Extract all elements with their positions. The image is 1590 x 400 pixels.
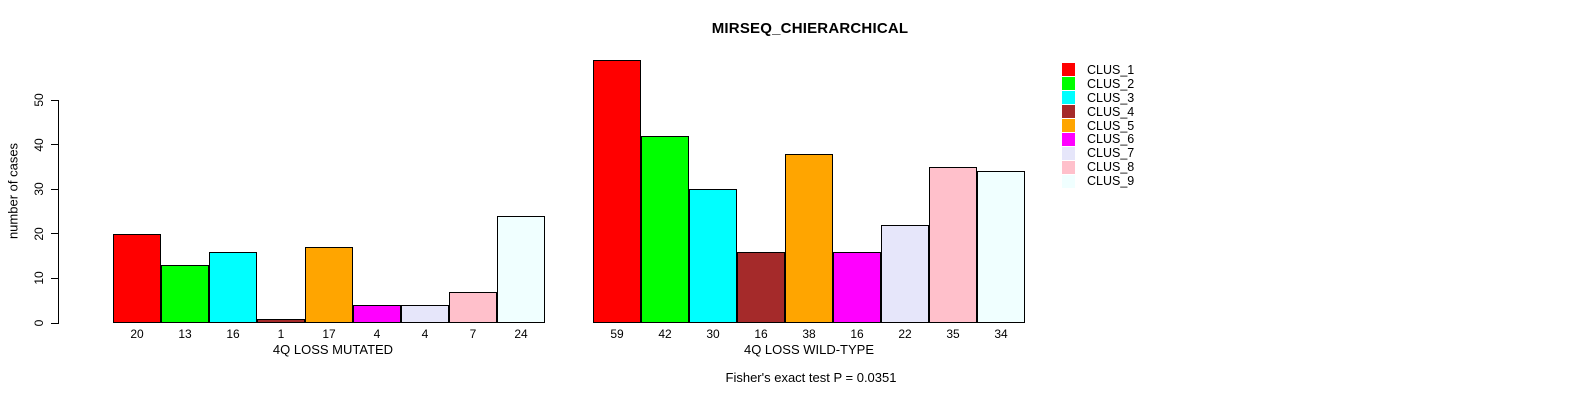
legend-item-clus-8: CLUS_8 [1062, 160, 1134, 174]
bar-clus-5-group1 [305, 247, 353, 323]
legend-label-clus-9: CLUS_9 [1087, 174, 1135, 189]
bar-clus-5-group2 [785, 153, 833, 323]
legend-swatch-clus-4 [1062, 105, 1075, 119]
legend-item-clus-2: CLUS_2 [1062, 77, 1134, 91]
bar-value-label: 24 [514, 327, 528, 341]
y-axis-tick [51, 99, 59, 101]
bar-value-label: 30 [706, 327, 720, 341]
y-axis-tick [51, 144, 59, 146]
bar-value-label: 38 [802, 327, 816, 341]
bar-value-label: 34 [994, 327, 1008, 341]
legend-item-clus-9: CLUS_9 [1062, 174, 1134, 188]
bar-group-wildtype [593, 60, 1026, 323]
bar-value-label: 59 [610, 327, 624, 341]
y-axis-tick-label: 10 [32, 271, 46, 286]
y-axis-tick [51, 188, 59, 190]
bar-clus-4-group1 [257, 318, 305, 323]
bar-clus-2-group1 [161, 265, 209, 323]
legend-item-clus-4: CLUS_4 [1062, 105, 1134, 119]
legend-swatch-clus-8 [1062, 160, 1075, 174]
bar-clus-9-group1 [497, 216, 545, 323]
legend-label-clus-8: CLUS_8 [1087, 160, 1135, 175]
bar-clus-4-group2 [737, 251, 785, 323]
bar-value-label: 16 [754, 327, 768, 341]
y-axis-tick [51, 277, 59, 279]
legend-label-clus-3: CLUS_3 [1087, 90, 1135, 105]
legend-label-clus-2: CLUS_2 [1087, 76, 1135, 91]
legend-label-clus-5: CLUS_5 [1087, 118, 1135, 133]
legend-swatch-clus-2 [1062, 77, 1075, 91]
legend-swatch-clus-5 [1062, 119, 1075, 132]
bar-clus-6-group2 [833, 251, 881, 323]
y-axis-tick-label: 0 [32, 319, 46, 327]
bar-group-mutated [113, 60, 546, 323]
bar-value-label: 16 [226, 327, 240, 341]
bar-clus-8-group2 [929, 166, 977, 323]
chart-title: MIRSEQ_CHIERARCHICAL [711, 20, 909, 37]
bar-clus-2-group2 [641, 135, 689, 323]
fisher-test-annotation: Fisher's exact test P = 0.0351 [725, 370, 897, 385]
bar-clus-9-group2 [977, 171, 1025, 323]
x-axis-title-mutated: 4Q LOSS MUTATED [272, 342, 394, 357]
y-axis-tick [51, 322, 59, 324]
bar-value-label: 35 [946, 327, 960, 341]
bar-clus-7-group2 [881, 224, 929, 323]
legend-item-clus-6: CLUS_6 [1062, 132, 1134, 146]
legend-swatch-clus-9 [1062, 174, 1075, 188]
legend-label-clus-7: CLUS_7 [1087, 146, 1135, 161]
bar-value-label: 42 [658, 327, 672, 341]
bar-clus-3-group1 [209, 251, 257, 323]
legend-swatch-clus-6 [1062, 132, 1075, 146]
bar-value-label: 22 [898, 327, 912, 341]
legend-swatch-clus-1 [1062, 63, 1075, 77]
legend-item-clus-1: CLUS_1 [1062, 63, 1134, 77]
y-axis-line [58, 100, 59, 323]
y-axis-tick-label: 40 [32, 138, 46, 152]
y-axis-tick-label: 30 [32, 182, 46, 196]
bar-value-label: 16 [850, 327, 864, 341]
bar-clus-1-group1 [113, 233, 161, 323]
legend-swatch-clus-7 [1062, 146, 1075, 160]
bar-value-labels-mutated: 20 13 16 1 17 4 4 7 24 [113, 328, 545, 340]
bar-value-label: 13 [178, 327, 192, 341]
y-axis-tick-label: 20 [32, 227, 46, 241]
legend: CLUS_1 CLUS_2 CLUS_3 CLUS_4 CLUS_5 CLUS_6 CLUS… [1062, 63, 1134, 188]
bar-value-label: 4 [373, 327, 381, 341]
legend-label-clus-6: CLUS_6 [1087, 132, 1135, 147]
x-axis-title-wildtype: 4Q LOSS WILD-TYPE [743, 342, 875, 357]
bar-value-label: 7 [469, 327, 477, 341]
legend-label-clus-1: CLUS_1 [1087, 62, 1135, 77]
legend-item-clus-7: CLUS_7 [1062, 146, 1134, 160]
bar-value-label: 1 [277, 327, 285, 341]
y-axis-tick-label: 50 [32, 93, 46, 107]
legend-label-clus-4: CLUS_4 [1087, 104, 1135, 119]
bar-clus-7-group1 [401, 305, 449, 323]
legend-item-clus-3: CLUS_3 [1062, 91, 1134, 105]
legend-item-clus-5: CLUS_5 [1062, 119, 1134, 133]
y-axis-tick [51, 233, 59, 235]
bar-clus-3-group2 [689, 189, 737, 323]
bar-value-labels-wildtype: 59 42 30 16 38 16 22 35 34 [593, 328, 1025, 340]
bar-clus-1-group2 [593, 60, 641, 323]
bar-value-label: 4 [421, 327, 429, 341]
y-axis-title: number of cases [5, 142, 21, 240]
bar-clus-6-group1 [353, 305, 401, 323]
bar-clus-8-group1 [449, 291, 497, 323]
bar-value-label: 20 [130, 327, 144, 341]
legend-swatch-clus-3 [1062, 91, 1075, 105]
bar-value-label: 17 [322, 327, 336, 341]
